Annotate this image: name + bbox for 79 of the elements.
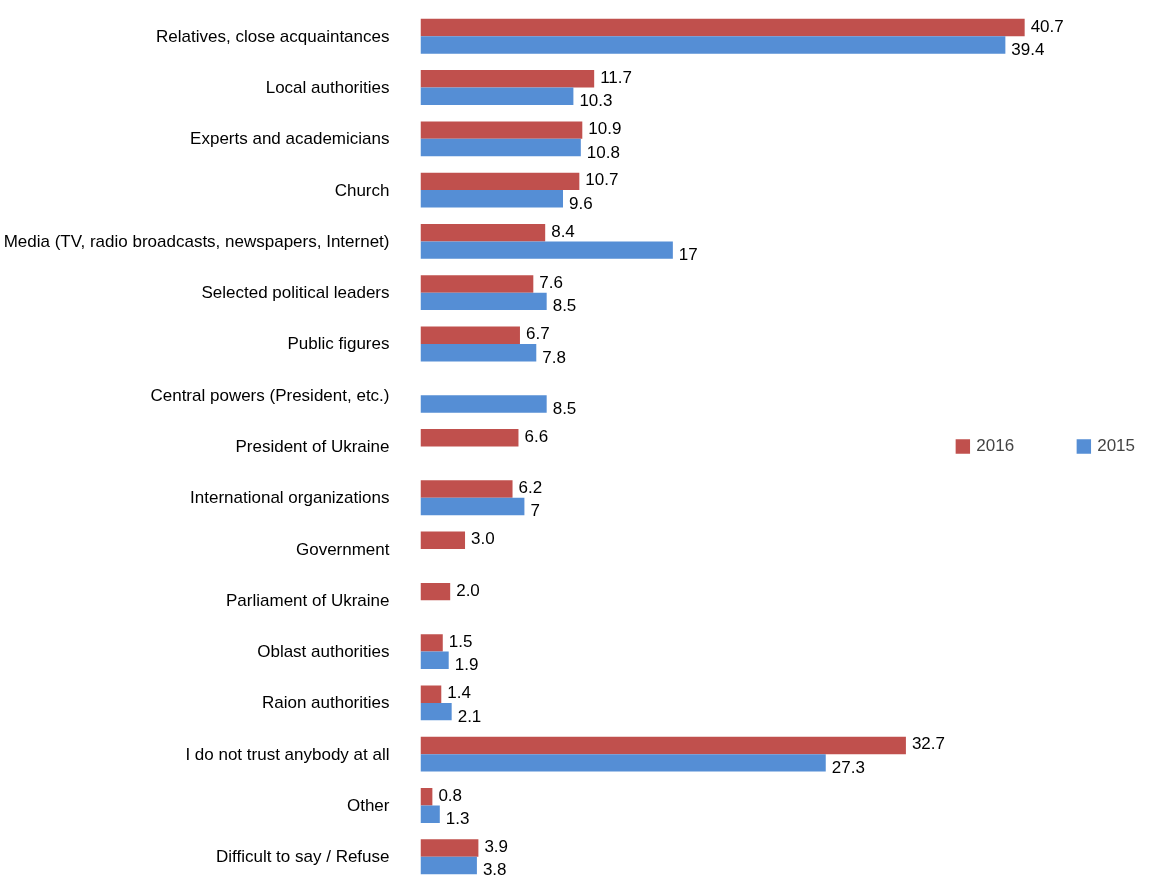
bar (420, 223, 546, 242)
data-label: 10.7 (585, 170, 619, 190)
data-label: 3.8 (482, 860, 507, 880)
data-label: 3.0 (471, 529, 495, 549)
data-label: 1.9 (454, 655, 479, 675)
bar (420, 736, 906, 755)
data-label: 27.3 (831, 757, 865, 777)
bar (420, 480, 513, 498)
data-label: 9.6 (569, 193, 593, 213)
y-tick-label: Church (334, 180, 390, 200)
y-tick-label: Parliament of Ukraine (226, 590, 390, 610)
data-label: 10.9 (588, 119, 622, 139)
bar (420, 429, 519, 447)
data-label: 39.4 (1011, 39, 1045, 59)
data-label: 0.8 (438, 785, 463, 805)
legend-label: 2016 (976, 436, 1015, 456)
data-label: 10.8 (586, 142, 620, 162)
bar (420, 326, 520, 344)
bar (420, 531, 466, 550)
data-label: 2.1 (457, 706, 482, 726)
data-label: 3.9 (484, 837, 509, 857)
bar (420, 87, 574, 105)
data-label: 1.5 (448, 631, 473, 651)
y-tick-label: Difficult to say / Refuse (215, 847, 390, 867)
y-tick-label: Selected political leaders (201, 283, 390, 303)
data-label: 40.7 (1030, 16, 1064, 36)
bar (420, 582, 451, 601)
bar (420, 702, 452, 721)
bar (420, 121, 583, 139)
y-tick-label: Government (295, 539, 390, 559)
bar (420, 754, 826, 772)
y-tick-label: President of Ukraine (235, 437, 390, 456)
data-label: 8.5 (552, 398, 577, 418)
y-tick-label: Central powers (President, etc.) (150, 385, 390, 405)
y-tick-label: I do not trust anybody at all (185, 744, 390, 764)
y-tick-label: Other (346, 795, 390, 815)
data-label: 6.6 (524, 426, 549, 446)
bar (420, 241, 673, 259)
data-label: 7.8 (542, 347, 566, 367)
bar (420, 497, 525, 516)
bar (420, 172, 580, 191)
bar (420, 343, 537, 362)
legend-label: 2015 (1097, 436, 1135, 456)
y-tick-label: Oblast authorities (257, 642, 390, 662)
data-label: 8.5 (552, 296, 577, 316)
bar (420, 805, 440, 823)
data-label: 7 (530, 501, 540, 521)
bar (420, 685, 442, 703)
bar (420, 292, 547, 311)
data-label: 1.4 (447, 683, 471, 703)
y-tick-label: Local authorities (265, 78, 390, 98)
bar (420, 395, 547, 413)
bar (420, 788, 433, 806)
y-tick-label: Raion authorities (261, 693, 390, 713)
data-label: 17 (678, 245, 698, 265)
y-tick-label: Experts and academicians (190, 129, 390, 149)
data-label: 7.6 (539, 272, 563, 292)
bar (420, 70, 595, 88)
data-label: 6.2 (518, 478, 543, 498)
bar (420, 36, 1006, 54)
y-tick-label: Relatives, close acquaintances (156, 26, 390, 46)
data-label: 11.7 (600, 67, 633, 87)
bar (420, 18, 1025, 37)
y-tick-label: Public figures (287, 334, 390, 354)
bar (420, 275, 534, 293)
bar (420, 839, 479, 857)
data-label: 8.4 (551, 221, 575, 241)
y-tick-label: Media (TV, radio broadcasts, newspapers, Internet) (3, 231, 390, 251)
bar (420, 190, 564, 208)
bar (420, 634, 443, 652)
data-label: 6.7 (525, 324, 550, 344)
bar (420, 856, 477, 875)
data-label: 1.3 (445, 809, 470, 829)
bar (420, 138, 581, 157)
data-label: 10.3 (579, 91, 613, 111)
data-label: 32.7 (911, 734, 946, 754)
y-tick-label: International organizations (190, 488, 390, 508)
bar (420, 651, 449, 670)
data-label: 2.0 (456, 580, 480, 600)
